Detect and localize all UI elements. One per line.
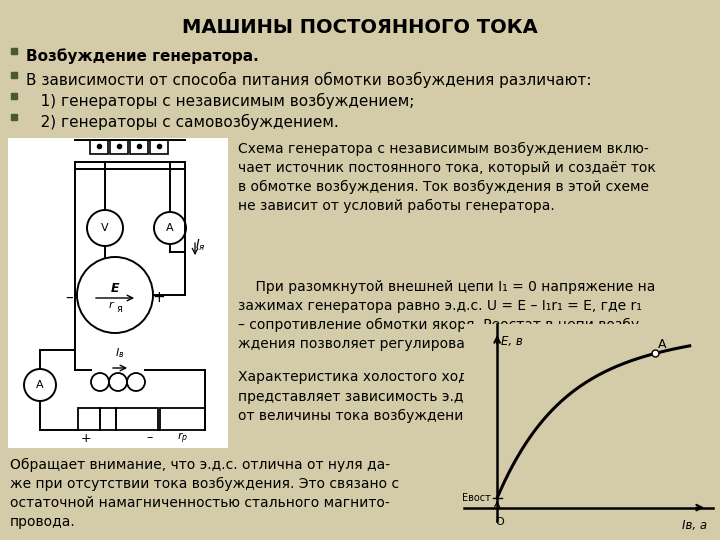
Circle shape <box>109 373 127 391</box>
Bar <box>110 140 128 154</box>
Text: +: + <box>153 289 166 305</box>
Text: $I_в$: $I_в$ <box>115 346 125 360</box>
Text: Возбуждение генератора.: Возбуждение генератора. <box>26 48 258 64</box>
Circle shape <box>127 373 145 391</box>
Text: –: – <box>66 289 73 305</box>
Circle shape <box>154 212 186 244</box>
Bar <box>160 408 205 430</box>
Circle shape <box>77 257 153 333</box>
Text: V: V <box>102 223 109 233</box>
Bar <box>130 140 148 154</box>
Text: Схема генератора с независимым возбуждением вклю-
чает источник постоянного тока: Схема генератора с независимым возбужден… <box>238 142 656 213</box>
Text: +: + <box>81 431 91 444</box>
Text: A: A <box>658 339 667 352</box>
Text: E, в: E, в <box>501 335 523 348</box>
Text: E: E <box>111 282 120 295</box>
Text: Iв, а: Iв, а <box>682 519 707 532</box>
FancyBboxPatch shape <box>8 138 228 448</box>
Text: я: я <box>116 304 122 314</box>
Text: Eвост: Eвост <box>462 493 491 503</box>
Circle shape <box>87 210 123 246</box>
Text: Обращает внимание, что э.д.с. отлична от нуля да-
же при отсутствии тока возбужд: Обращает внимание, что э.д.с. отлична от… <box>10 458 399 529</box>
Bar <box>90 140 108 154</box>
Text: В зависимости от способа питания обмотки возбуждения различают:: В зависимости от способа питания обмотки… <box>26 72 592 88</box>
Text: 2) генераторы с самовозбуждением.: 2) генераторы с самовозбуждением. <box>26 114 338 130</box>
Text: –: – <box>147 431 153 444</box>
Text: $r_р$: $r_р$ <box>177 430 188 445</box>
Bar <box>150 140 168 154</box>
Circle shape <box>24 369 56 401</box>
Text: A: A <box>36 380 44 390</box>
Text: 1) генераторы с независимым возбуждением;: 1) генераторы с независимым возбуждением… <box>26 93 415 109</box>
Text: МАШИНЫ ПОСТОЯННОГО ТОКА: МАШИНЫ ПОСТОЯННОГО ТОКА <box>182 18 538 37</box>
Text: r: r <box>109 300 113 310</box>
Text: $I_я$: $I_я$ <box>195 238 206 253</box>
Text: O: O <box>496 517 505 528</box>
Text: A: A <box>166 223 174 233</box>
Bar <box>78 408 158 430</box>
Circle shape <box>91 373 109 391</box>
Text: При разомкнутой внешней цепи I₁ = 0 напряжение на
зажимах генератора равно э.д.с: При разомкнутой внешней цепи I₁ = 0 напр… <box>238 280 655 351</box>
Text: Характеристика холостого хода
представляет зависимость э.д.с.
от величины тока в: Характеристика холостого хода представля… <box>238 370 480 423</box>
